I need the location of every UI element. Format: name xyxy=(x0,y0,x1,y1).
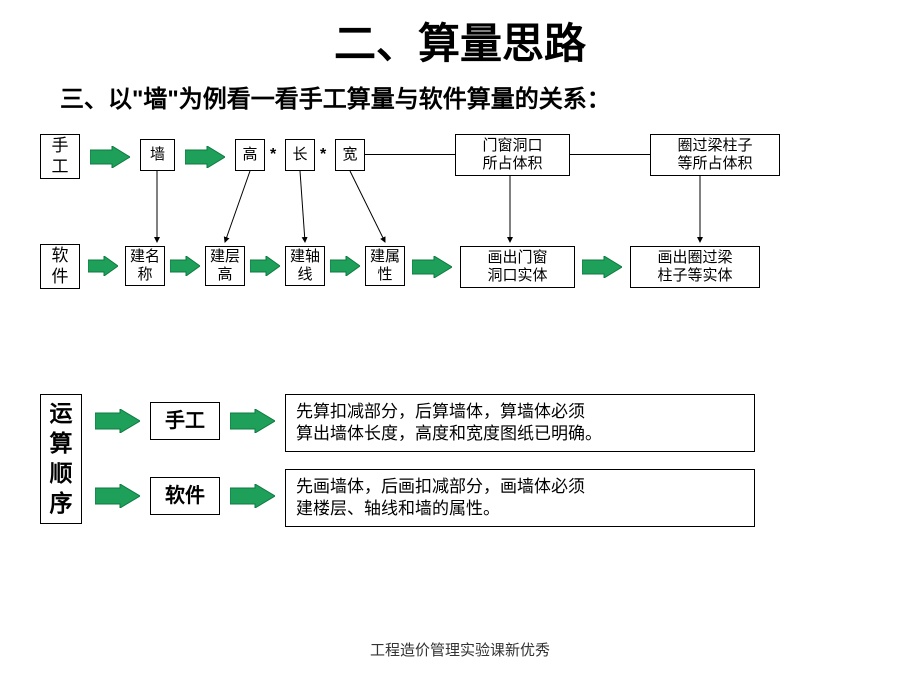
box-software2: 软件 xyxy=(150,477,220,515)
arrow-icon xyxy=(95,484,140,508)
box-axis: 建轴 线 xyxy=(285,246,325,286)
diagram-bottom: 运 算 顺 序 手工 先算扣减部分，后算墙体，算墙体必须 算出墙体长度，高度和宽… xyxy=(30,384,890,564)
page-title: 二、算量思路 xyxy=(0,0,920,71)
op-multiply: * xyxy=(270,146,276,164)
box-manual2: 手工 xyxy=(150,402,220,440)
box-manual: 手 工 xyxy=(40,134,80,179)
arrow-icon xyxy=(330,256,360,276)
arrow-icon xyxy=(250,256,280,276)
arrow-icon xyxy=(170,256,200,276)
arrow-icon xyxy=(95,409,140,433)
box-order: 运 算 顺 序 xyxy=(40,394,82,524)
arrow-icon xyxy=(185,146,225,168)
arrow-icon xyxy=(412,256,452,278)
box-name: 建名 称 xyxy=(125,246,165,286)
connector-line xyxy=(570,154,650,155)
box-wall: 墙 xyxy=(140,139,175,171)
box-high: 高 xyxy=(235,139,265,171)
arrow-icon xyxy=(230,484,275,508)
arrow-icon xyxy=(88,256,118,276)
text-manual-desc: 先算扣减部分，后算墙体，算墙体必须 算出墙体长度，高度和宽度图纸已明确。 xyxy=(285,394,755,452)
box-draw-door: 画出门窗 洞口实体 xyxy=(460,246,575,288)
arrow-icon xyxy=(90,146,130,168)
diagram-top: 手 工 墙 高 * 长 * 宽 门窗洞口 所占体积 圈过梁柱子 等所占体积 软 … xyxy=(30,134,890,334)
box-len: 长 xyxy=(285,139,315,171)
box-floor: 建层 高 xyxy=(205,246,245,286)
box-wide: 宽 xyxy=(335,139,365,171)
arrow-icon xyxy=(230,409,275,433)
text-software-desc: 先画墙体，后画扣减部分，画墙体必须 建楼层、轴线和墙的属性。 xyxy=(285,469,755,527)
box-draw-beam: 画出圈过梁 柱子等实体 xyxy=(630,246,760,288)
box-software: 软 件 xyxy=(40,244,80,289)
connector-line xyxy=(365,154,455,155)
arrow-icon xyxy=(582,256,622,278)
box-beam-vol: 圈过梁柱子 等所占体积 xyxy=(650,134,780,176)
op-multiply: * xyxy=(320,146,326,164)
box-attr: 建属 性 xyxy=(365,246,405,286)
box-door-vol: 门窗洞口 所占体积 xyxy=(455,134,570,176)
footer-text: 工程造价管理实验课新优秀 xyxy=(0,639,920,660)
page-subtitle: 三、以"墙"为例看一看手工算量与软件算量的关系： xyxy=(0,71,920,114)
